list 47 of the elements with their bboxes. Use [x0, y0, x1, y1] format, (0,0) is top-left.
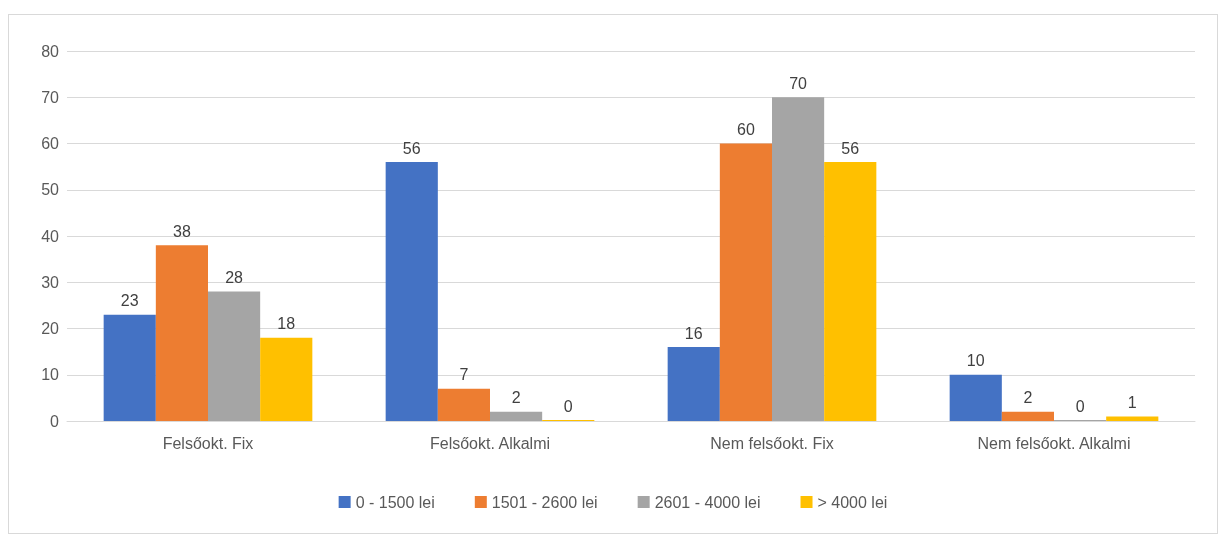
data-label: 56: [402, 139, 421, 157]
data-label: 18: [277, 315, 296, 333]
data-label: 60: [737, 121, 755, 138]
bar: [260, 337, 313, 421]
x-tick-label: Felsőokt. Fix: [162, 434, 254, 452]
legend-label: > 4000 lei: [817, 493, 888, 511]
data-label: 28: [225, 269, 244, 286]
data-label: 0: [1075, 397, 1085, 415]
legend-label: 0 - 1500 lei: [355, 493, 435, 511]
bar: [667, 347, 720, 421]
data-label: 2: [1023, 389, 1033, 407]
data-label: 70: [789, 74, 808, 92]
data-label: 2: [511, 389, 521, 407]
y-tick-label: 80: [41, 42, 60, 60]
x-tick-label: Nem felsőokt. Alkalmi: [977, 434, 1131, 452]
y-tick-label: 0: [50, 412, 60, 430]
y-tick-label: 40: [41, 227, 60, 245]
y-tick-label: 10: [41, 366, 60, 384]
bar: [385, 162, 438, 421]
data-label: 56: [841, 139, 860, 157]
data-label: 1: [1127, 393, 1137, 411]
data-label: 23: [120, 292, 139, 310]
bar: [772, 97, 825, 421]
y-tick-label: 50: [41, 181, 60, 199]
bar: [719, 143, 772, 421]
y-tick-label: 20: [41, 320, 60, 337]
data-label: 16: [684, 324, 703, 342]
bar: [155, 245, 208, 421]
legend-label: 1501 - 2600 lei: [491, 493, 598, 511]
legend-label: 2601 - 4000 lei: [654, 493, 761, 511]
data-label: 7: [459, 366, 469, 384]
bar: [949, 374, 1002, 421]
data-label: 10: [966, 352, 985, 370]
bar: [1001, 411, 1054, 421]
x-tick-label: Nem felsőokt. Fix: [710, 434, 834, 452]
y-tick-label: 30: [41, 273, 60, 291]
bar: [1106, 416, 1159, 421]
y-tick-label: 70: [41, 88, 60, 106]
data-label: 0: [563, 397, 573, 415]
x-tick-label: Felsőokt. Alkalmi: [429, 434, 551, 452]
bar: [490, 411, 543, 421]
bar: [437, 388, 490, 421]
bar: [208, 291, 261, 421]
bar: [103, 314, 156, 421]
y-tick-label: 60: [41, 135, 60, 152]
bar: [824, 162, 877, 421]
data-label: 38: [173, 222, 191, 240]
